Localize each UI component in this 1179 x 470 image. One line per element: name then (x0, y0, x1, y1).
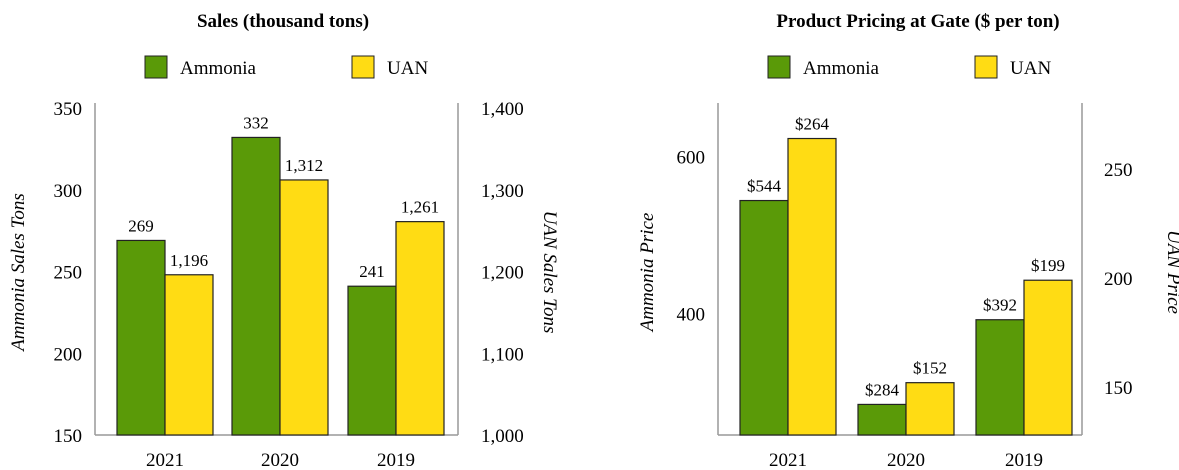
chart-2-y-tick-right: 200 (1104, 269, 1133, 290)
chart-2-data-label-ammonia-2021: $544 (747, 177, 782, 196)
chart-1-data-label-uan-2019: 1,261 (401, 198, 439, 217)
chart-2-data-label-ammonia-2020: $284 (865, 380, 900, 399)
chart-1-y-tick-left: 350 (54, 99, 83, 120)
chart-1-bar-uan-2019 (395, 221, 445, 436)
chart-2-x-tick-label: 2020 (887, 450, 925, 470)
chart-2-bar-uan-2021 (787, 137, 837, 436)
chart-2-y-tick-left: 400 (677, 304, 706, 325)
chart-2-y-tick-right: 150 (1104, 378, 1133, 399)
chart-2-y-axis-title-right: UAN Price (1163, 230, 1179, 314)
chart-1-x-tick-label: 2019 (377, 450, 415, 470)
chart-2-bar-ammonia-2021 (739, 199, 789, 436)
chart-1-y-tick-left: 150 (54, 426, 83, 447)
chart-1-bar-uan-2020 (279, 179, 329, 436)
chart-1-legend-swatch-uan (351, 55, 375, 79)
chart-2-data-label-uan-2021: $264 (795, 115, 830, 134)
chart-2-data-label-uan-2020: $152 (913, 359, 947, 378)
chart-2-y-axis-title-left: Ammonia Price (637, 213, 658, 334)
chart-1-legend-label-uan: UAN (387, 58, 428, 79)
chart-1-legend-swatch-ammonia (144, 55, 168, 79)
chart-1-title: Sales (thousand tons) (197, 11, 369, 32)
chart-1-y-axis-title-left: Ammonia Sales Tons (8, 193, 29, 353)
chart-2-x-tick-label: 2021 (769, 450, 807, 470)
chart-1-y-tick-right: 1,100 (481, 344, 524, 365)
chart-2-data-label-uan-2019: $199 (1031, 256, 1065, 275)
chart-2-bar-uan-2020 (905, 382, 955, 436)
chart-1-x-tick-label: 2020 (261, 450, 299, 470)
chart-2-y-tick-left: 600 (677, 148, 706, 169)
chart-1-y-tick-left: 200 (54, 344, 83, 365)
chart-1-y-tick-right: 1,400 (481, 99, 524, 120)
chart-1-bar-uan-2021 (164, 274, 214, 436)
chart-2-x-tick-label: 2019 (1005, 450, 1043, 470)
chart-2-title: Product Pricing at Gate ($ per ton) (776, 11, 1059, 32)
chart-1-data-label-ammonia-2021: 269 (128, 216, 154, 235)
chart-2-legend-swatch-uan (974, 55, 998, 79)
chart-2-data-label-ammonia-2019: $392 (983, 296, 1017, 315)
chart-2-bar-uan-2019 (1023, 279, 1073, 436)
chart-2-legend-swatch-ammonia (767, 55, 791, 79)
chart-2-legend-label-uan: UAN (1010, 58, 1051, 79)
chart-1-y-axis-title-right: UAN Sales Tons (539, 211, 560, 334)
chart-1-data-label-uan-2020: 1,312 (285, 156, 323, 175)
chart-1-data-label-ammonia-2020: 332 (243, 113, 269, 132)
chart-1-data-label-uan-2021: 1,196 (170, 251, 208, 270)
chart-1-legend-label-ammonia: Ammonia (180, 58, 257, 79)
chart-1-bar-ammonia-2020 (231, 136, 281, 436)
chart-2-y-tick-right: 250 (1104, 160, 1133, 181)
chart-2-bar-ammonia-2019 (975, 319, 1025, 436)
chart-1-y-tick-left: 300 (54, 181, 83, 202)
chart-1-y-tick-left: 250 (54, 263, 83, 284)
chart-1-bar-ammonia-2021 (116, 239, 166, 436)
chart-1-data-label-ammonia-2019: 241 (359, 262, 385, 281)
chart-2-legend-label-ammonia: Ammonia (803, 58, 880, 79)
chart-2-bar-ammonia-2020 (857, 403, 907, 436)
chart-1-y-tick-right: 1,300 (481, 181, 524, 202)
chart-1-y-tick-right: 1,200 (481, 263, 524, 284)
chart-1-y-tick-right: 1,000 (481, 426, 524, 447)
chart-1-x-tick-label: 2021 (146, 450, 184, 470)
chart-1-bar-ammonia-2019 (347, 285, 397, 436)
